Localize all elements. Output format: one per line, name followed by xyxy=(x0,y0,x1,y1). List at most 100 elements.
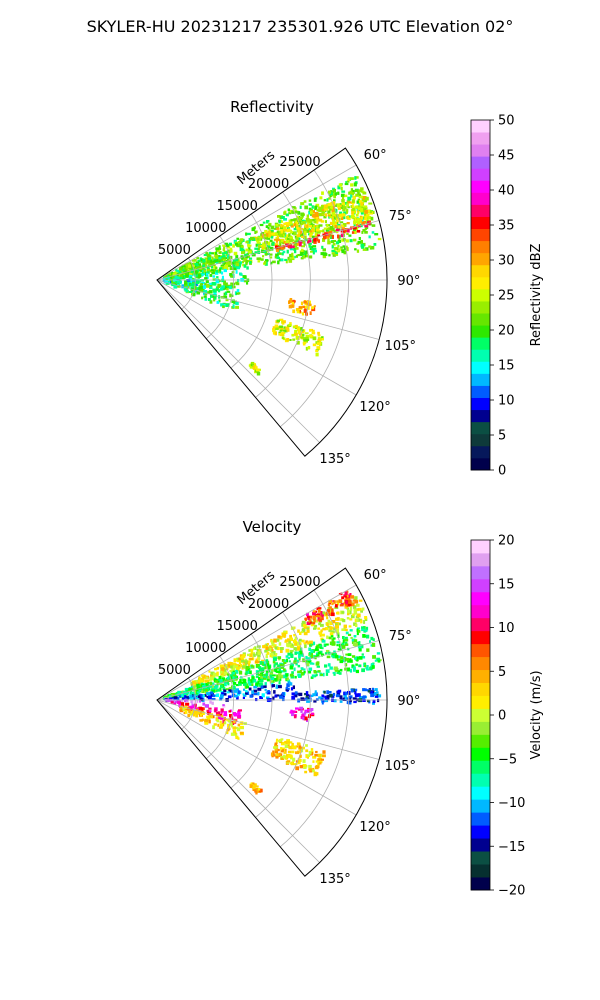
echo-gate xyxy=(361,668,365,673)
echo-gate xyxy=(240,238,244,242)
echo-gate xyxy=(281,216,285,219)
echo-gate xyxy=(318,632,322,635)
echo-gate xyxy=(280,649,283,653)
echo-gate xyxy=(271,649,274,652)
echo-gate xyxy=(341,643,345,647)
echo-gate xyxy=(223,256,226,260)
echo-gate xyxy=(357,629,361,633)
echo-gate xyxy=(285,222,290,226)
echo-gate xyxy=(294,329,298,333)
echo-gate xyxy=(316,220,319,224)
echo-gate xyxy=(349,190,353,195)
echo-gate xyxy=(201,273,204,276)
echo-gate xyxy=(356,631,359,636)
echo-gate xyxy=(290,674,295,679)
echo-gate xyxy=(319,196,323,200)
echo-gate xyxy=(284,744,288,748)
echo-gate xyxy=(238,681,241,685)
echo-gate xyxy=(245,663,248,666)
echo-gate xyxy=(276,638,280,642)
echo-gate xyxy=(333,221,337,224)
echo-gate xyxy=(272,660,276,664)
echo-gate xyxy=(326,203,330,207)
echo-gate xyxy=(194,283,198,287)
echo-gate xyxy=(337,225,342,229)
colorbar-segment xyxy=(471,604,490,619)
echo-gate xyxy=(297,670,301,673)
echo-gate xyxy=(309,335,314,338)
echo-gate xyxy=(289,339,292,341)
echo-gate xyxy=(353,182,357,187)
echo-gate xyxy=(211,266,214,269)
range-ring xyxy=(206,235,235,340)
echo-gate xyxy=(326,655,331,659)
echo-gate xyxy=(232,244,235,248)
echo-gate xyxy=(189,272,193,276)
echo-gate xyxy=(306,719,309,722)
echo-gate xyxy=(347,594,351,598)
echo-gate xyxy=(233,721,236,724)
echo-gate xyxy=(301,653,304,657)
echo-gate xyxy=(232,663,237,667)
echo-gate xyxy=(226,267,229,270)
echo-gate xyxy=(255,785,259,788)
echo-gate xyxy=(348,695,351,699)
echo-gate xyxy=(336,218,339,223)
echo-gate xyxy=(230,664,234,669)
echo-gate xyxy=(196,686,201,690)
echo-gate xyxy=(332,202,336,205)
echo-gate xyxy=(264,259,269,262)
echo-gate xyxy=(303,766,307,769)
echo-gate xyxy=(331,612,335,617)
echo-gate xyxy=(247,245,251,248)
echo-gate xyxy=(295,308,300,312)
echo-gate xyxy=(290,687,294,691)
echo-gate xyxy=(364,225,369,228)
echo-gate xyxy=(264,649,268,653)
echo-gate xyxy=(220,303,224,307)
colorbar-tick-label: 20 xyxy=(498,324,515,339)
echo-gate xyxy=(222,248,226,252)
range-ring xyxy=(181,677,196,730)
echo-gate xyxy=(283,668,286,672)
echo-gate xyxy=(317,331,320,335)
echo-gate xyxy=(227,695,232,699)
echo-gate xyxy=(241,667,244,670)
echo-gate xyxy=(308,242,312,245)
echo-gate xyxy=(368,220,371,223)
echo-gate xyxy=(357,618,360,622)
echo-gate xyxy=(200,259,204,262)
echo-gate xyxy=(330,202,334,205)
echo-gate xyxy=(327,210,331,214)
colorbar-segment xyxy=(471,799,490,813)
echo-gate xyxy=(264,682,267,686)
echo-gate xyxy=(306,698,311,703)
echo-gate xyxy=(302,337,307,341)
echo-gate xyxy=(285,673,289,677)
echo-gate xyxy=(353,700,357,704)
echo-gate xyxy=(172,275,176,280)
echo-gate xyxy=(208,262,211,266)
echo-gate xyxy=(350,659,353,663)
azimuth-gridline xyxy=(156,164,357,281)
echo-gate xyxy=(377,698,380,703)
echo-gate xyxy=(344,691,349,695)
echo-gate xyxy=(200,689,204,693)
echo-gate xyxy=(320,629,323,633)
echo-gate xyxy=(311,235,315,239)
echo-gate xyxy=(297,708,302,711)
echo-gate xyxy=(246,253,250,257)
echo-gate xyxy=(315,349,319,352)
echo-gate xyxy=(279,695,284,699)
echo-gate xyxy=(245,690,248,693)
echo-gate xyxy=(368,202,373,205)
echo-gate xyxy=(234,719,237,722)
echo-gate xyxy=(235,270,238,274)
echo-gate xyxy=(203,253,207,256)
echo-gate xyxy=(255,368,260,372)
colorbar-segment xyxy=(471,591,490,606)
echo-gate xyxy=(342,223,347,227)
echo-gate xyxy=(286,643,289,647)
echo-gate xyxy=(255,790,258,795)
echo-gate xyxy=(209,286,213,290)
